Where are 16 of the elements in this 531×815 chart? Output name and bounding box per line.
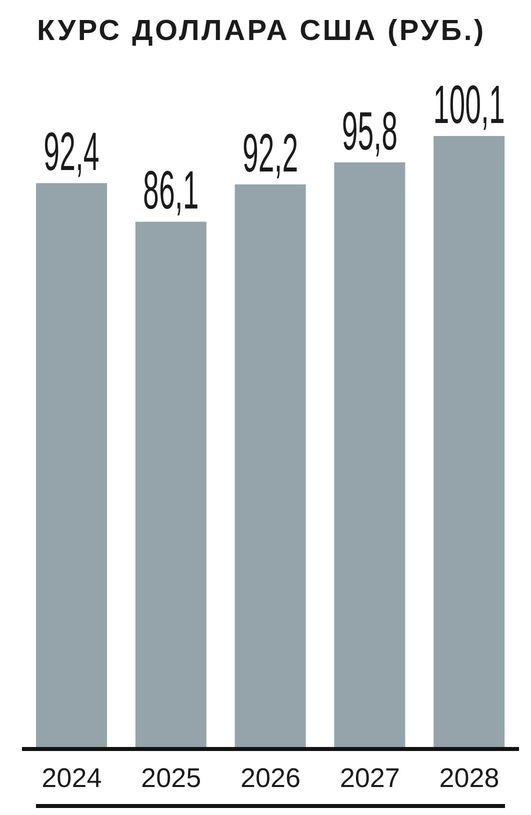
data-label: 92,4	[44, 122, 100, 183]
chart-title: КУРС ДОЛЛАРА США (РУБ.)	[37, 15, 486, 47]
data-label: 100,1	[433, 76, 505, 136]
data-label: 95,8	[342, 102, 398, 162]
x-tick-label: 2027	[340, 763, 400, 793]
bar	[334, 162, 406, 749]
x-tick-label: 2025	[141, 763, 202, 793]
x-tick-label: 2026	[240, 763, 301, 793]
bar	[234, 184, 306, 749]
bar	[434, 136, 505, 749]
data-label: 92,2	[242, 124, 298, 184]
x-tick-label: 2028	[439, 763, 500, 793]
bar	[135, 222, 206, 749]
data-label: 86,1	[143, 161, 199, 222]
x-tick-label: 2024	[42, 763, 102, 793]
bar	[36, 183, 107, 749]
